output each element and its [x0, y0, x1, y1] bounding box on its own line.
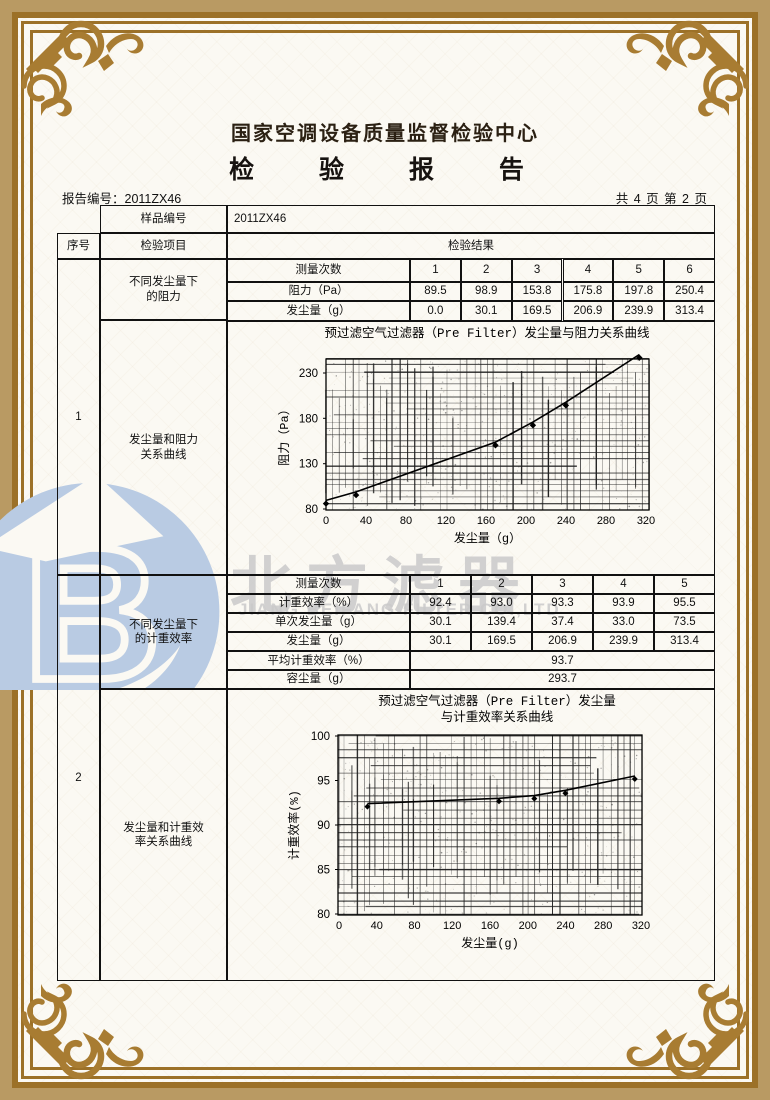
svg-text:90: 90 — [317, 820, 330, 832]
svg-text:200: 200 — [517, 515, 535, 527]
svg-text:120: 120 — [443, 920, 461, 932]
svg-text:阻力（Pa）: 阻力（Pa） — [277, 403, 292, 465]
svg-text:预过滤空气过滤器（Pre Filter）发尘量与阻力关系曲线: 预过滤空气过滤器（Pre Filter）发尘量与阻力关系曲线 — [324, 325, 650, 341]
svg-text:240: 240 — [557, 515, 575, 527]
svg-text:230: 230 — [299, 368, 318, 380]
svg-text:85: 85 — [317, 864, 330, 876]
svg-text:0: 0 — [336, 920, 342, 932]
svg-text:130: 130 — [299, 458, 318, 470]
svg-text:80: 80 — [317, 909, 330, 921]
svg-text:160: 160 — [477, 515, 495, 527]
svg-text:80: 80 — [400, 515, 412, 527]
svg-text:180: 180 — [299, 413, 318, 425]
svg-text:320: 320 — [632, 920, 650, 932]
svg-text:0: 0 — [323, 515, 329, 527]
svg-text:100: 100 — [311, 731, 330, 743]
svg-text:与计重效率关系曲线: 与计重效率关系曲线 — [441, 709, 554, 725]
svg-text:200: 200 — [519, 920, 537, 932]
svg-text:280: 280 — [597, 515, 615, 527]
svg-text:发尘量（g）: 发尘量（g） — [454, 530, 521, 546]
svg-text:120: 120 — [437, 515, 455, 527]
svg-text:40: 40 — [371, 920, 383, 932]
svg-text:95: 95 — [317, 775, 330, 787]
svg-text:240: 240 — [556, 920, 574, 932]
svg-text:计重效率(%): 计重效率(%) — [286, 790, 302, 860]
svg-text:320: 320 — [637, 515, 655, 527]
svg-text:80: 80 — [305, 504, 318, 516]
svg-text:40: 40 — [360, 515, 372, 527]
svg-text:发尘量(g): 发尘量(g) — [461, 935, 519, 951]
svg-text:80: 80 — [408, 920, 420, 932]
svg-text:280: 280 — [594, 920, 612, 932]
svg-text:预过滤空气过滤器（Pre Filter）发尘量: 预过滤空气过滤器（Pre Filter）发尘量 — [378, 693, 616, 709]
svg-text:160: 160 — [481, 920, 499, 932]
